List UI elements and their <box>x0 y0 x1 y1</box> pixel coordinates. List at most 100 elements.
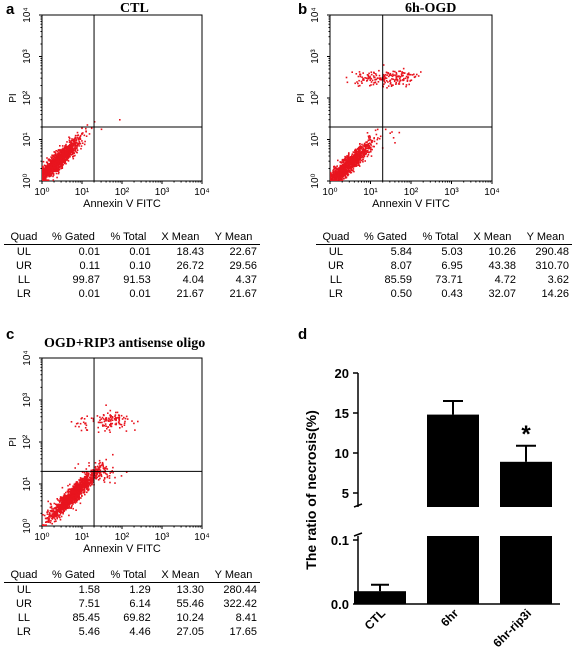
data-point <box>108 417 110 420</box>
data-point <box>45 179 47 181</box>
data-point <box>75 491 77 494</box>
data-point <box>131 420 133 422</box>
data-point <box>52 174 55 176</box>
data-point <box>395 83 397 85</box>
data-point <box>67 489 70 492</box>
data-point <box>123 422 126 425</box>
data-point <box>62 148 64 151</box>
x-tick-label: 10² <box>115 532 130 543</box>
data-point <box>62 161 64 163</box>
data-point <box>373 71 375 74</box>
data-point <box>71 491 73 493</box>
data-point <box>341 164 343 167</box>
data-point <box>96 415 99 417</box>
data-point <box>348 171 351 173</box>
data-point <box>51 168 54 170</box>
data-point <box>344 168 347 171</box>
data-point <box>363 79 365 81</box>
data-point <box>59 511 61 514</box>
data-point <box>365 152 367 155</box>
data-point <box>395 73 398 75</box>
data-point <box>395 76 398 79</box>
data-point <box>69 150 72 152</box>
data-point <box>352 163 354 165</box>
data-point <box>402 83 404 85</box>
data-point <box>378 137 381 140</box>
data-point <box>78 425 80 428</box>
data-point <box>399 70 401 72</box>
data-point <box>104 471 106 474</box>
data-point <box>68 491 70 493</box>
data-point <box>42 165 44 168</box>
data-point <box>390 84 393 86</box>
data-point <box>59 508 61 510</box>
data-point <box>376 138 379 141</box>
data-point <box>126 418 129 420</box>
data-point <box>346 157 349 160</box>
data-point <box>69 501 72 503</box>
data-point <box>73 490 75 493</box>
data-point <box>49 165 51 168</box>
data-point <box>75 422 78 425</box>
data-point <box>66 149 69 151</box>
data-point <box>69 483 71 486</box>
data-point <box>66 496 68 498</box>
data-point <box>85 481 88 483</box>
data-point <box>71 139 74 142</box>
data-point <box>123 424 126 426</box>
data-point <box>383 79 385 82</box>
data-point <box>80 429 83 432</box>
data-point <box>338 172 340 174</box>
data-point <box>385 71 388 74</box>
data-point <box>107 420 110 422</box>
data-point <box>50 507 53 509</box>
data-point <box>80 145 83 147</box>
data-point <box>339 173 342 176</box>
data-point <box>378 74 381 77</box>
data-point <box>352 156 355 159</box>
data-point <box>60 149 62 152</box>
data-point <box>114 414 117 416</box>
data-point <box>395 75 397 77</box>
data-point <box>362 154 365 157</box>
data-point <box>61 497 64 500</box>
data-point <box>63 162 66 165</box>
data-point <box>76 146 78 149</box>
table-cell: 322.42 <box>223 598 257 610</box>
data-point <box>384 128 387 131</box>
data-point <box>51 514 53 517</box>
data-point <box>115 411 117 414</box>
data-point <box>104 430 106 432</box>
y-tick-label: 10⁰ <box>310 173 321 188</box>
data-point <box>79 477 82 479</box>
data-point <box>357 157 360 160</box>
table-cell: 69.82 <box>123 612 151 624</box>
data-point <box>50 503 52 506</box>
data-point <box>100 128 103 131</box>
data-point <box>335 167 338 169</box>
data-point <box>62 158 65 160</box>
data-point <box>369 143 372 145</box>
data-point <box>374 79 376 81</box>
data-point <box>63 502 66 505</box>
data-point <box>102 467 105 470</box>
data-point <box>348 156 351 159</box>
data-point <box>117 414 120 416</box>
data-point <box>378 69 380 72</box>
table-cell: 73.71 <box>435 274 463 286</box>
data-point <box>71 489 74 491</box>
data-point <box>70 154 73 156</box>
data-point <box>77 484 79 486</box>
data-point <box>67 502 69 504</box>
data-point <box>71 149 73 152</box>
y-tick-label: 10³ <box>22 392 33 407</box>
data-point <box>332 171 335 173</box>
data-point <box>58 506 60 509</box>
data-point <box>350 168 352 171</box>
data-point <box>105 420 107 422</box>
data-point <box>76 149 79 151</box>
table-cell: 21.67 <box>229 288 257 300</box>
data-point <box>57 162 60 165</box>
y-tick-label: 10² <box>22 434 33 449</box>
data-point <box>90 476 92 478</box>
